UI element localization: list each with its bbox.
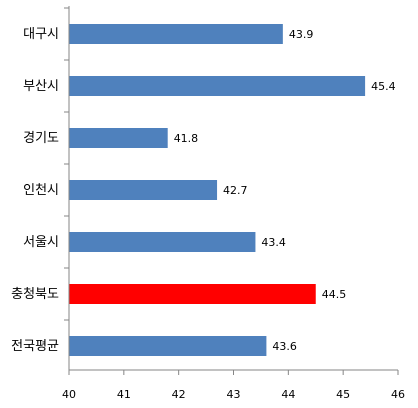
bar-6 — [69, 284, 316, 304]
value-label: 44.5 — [322, 288, 347, 301]
bar-4 — [69, 180, 218, 200]
x-tick-label: 44 — [281, 388, 295, 401]
value-label: 43.6 — [272, 340, 297, 353]
value-label: 43.9 — [289, 28, 314, 41]
category-label: 서울시 — [23, 235, 59, 250]
category-label: 경기도 — [23, 131, 59, 146]
x-tick-label: 42 — [172, 388, 186, 401]
bar-1 — [69, 24, 283, 44]
axes-group — [64, 6, 399, 375]
category-label: 대구시 — [23, 27, 59, 42]
bars-group — [69, 24, 366, 356]
value-label: 45.4 — [371, 80, 396, 93]
value-label: 42.7 — [223, 184, 248, 197]
x-tick-label: 41 — [117, 388, 131, 401]
x-tick-label: 45 — [336, 388, 350, 401]
value-label: 43.4 — [261, 236, 286, 249]
x-tick-label: 40 — [62, 388, 76, 401]
category-label: 전국평균 — [11, 339, 59, 354]
value-labels: 43.9 45.4 41.8 42.7 43.4 44.5 43.6 — [174, 28, 396, 353]
value-label: 41.8 — [174, 132, 199, 145]
x-tick-labels: 40 41 42 43 44 45 46 — [62, 388, 405, 401]
bar-3 — [69, 128, 168, 148]
bar-7 — [69, 336, 267, 356]
x-tick-label: 46 — [391, 388, 405, 401]
category-label: 인천시 — [23, 183, 59, 198]
x-tick-label: 43 — [227, 388, 241, 401]
category-label: 부산시 — [23, 79, 59, 94]
bar-5 — [69, 232, 256, 252]
bar-2 — [69, 76, 366, 96]
category-label: 충청북도 — [11, 287, 59, 302]
